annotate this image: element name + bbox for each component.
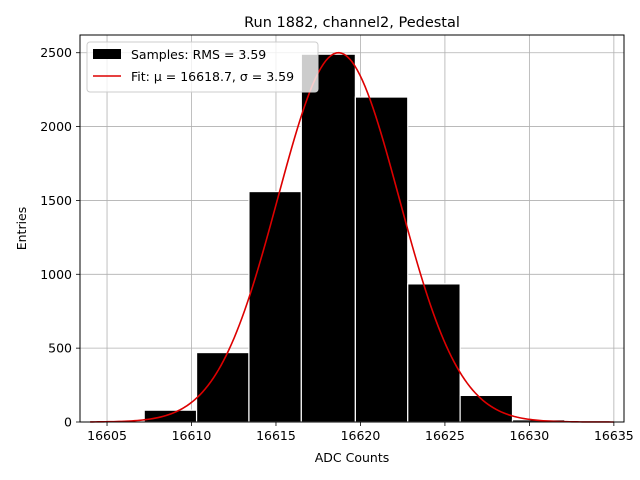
fit-curve: [90, 51, 614, 423]
x-tick-label: 16635: [594, 428, 634, 443]
x-tick-label: 16630: [510, 428, 550, 443]
histogram-bar: [143, 409, 198, 423]
histogram-bars: [143, 53, 566, 423]
x-tick-label: 16605: [87, 428, 127, 443]
x-tick-label: 16615: [256, 428, 296, 443]
legend-fit-label: Fit: μ = 16618.7, σ = 3.59: [131, 69, 294, 84]
y-tick-label: 1000: [40, 267, 72, 282]
histogram-bar: [248, 190, 302, 423]
y-tick-label: 2500: [40, 45, 72, 60]
x-tick-label: 16625: [425, 428, 465, 443]
x-axis-label: ADC Counts: [315, 450, 390, 465]
chart-title: Run 1882, channel2, Pedestal: [244, 15, 460, 31]
y-tick-label: 2000: [40, 119, 72, 134]
y-axis: 0 500 1000 1500 2000 2500: [40, 45, 80, 430]
legend-box: [86, 41, 319, 93]
histogram-bar: [459, 394, 514, 423]
plot-area-frame: [79, 34, 625, 423]
x-tick-label: 16610: [172, 428, 212, 443]
legend-histogram-swatch: [93, 49, 121, 59]
y-axis-label: Entries: [14, 207, 29, 251]
histogram-bar: [300, 53, 356, 423]
y-tick-label: 0: [64, 415, 72, 430]
y-tick-label: 1500: [40, 193, 72, 208]
histogram-bar: [407, 283, 461, 423]
x-axis: 16605 16610 16615 16620 16625 16630 16635: [87, 422, 634, 443]
legend: Samples: RMS = 3.59 Fit: μ = 16618.7, σ …: [86, 41, 319, 93]
y-tick-label: 500: [48, 341, 72, 356]
legend-histogram-label: Samples: RMS = 3.59: [131, 47, 266, 62]
histogram-bar: [354, 96, 409, 423]
x-tick-label: 16620: [341, 428, 381, 443]
